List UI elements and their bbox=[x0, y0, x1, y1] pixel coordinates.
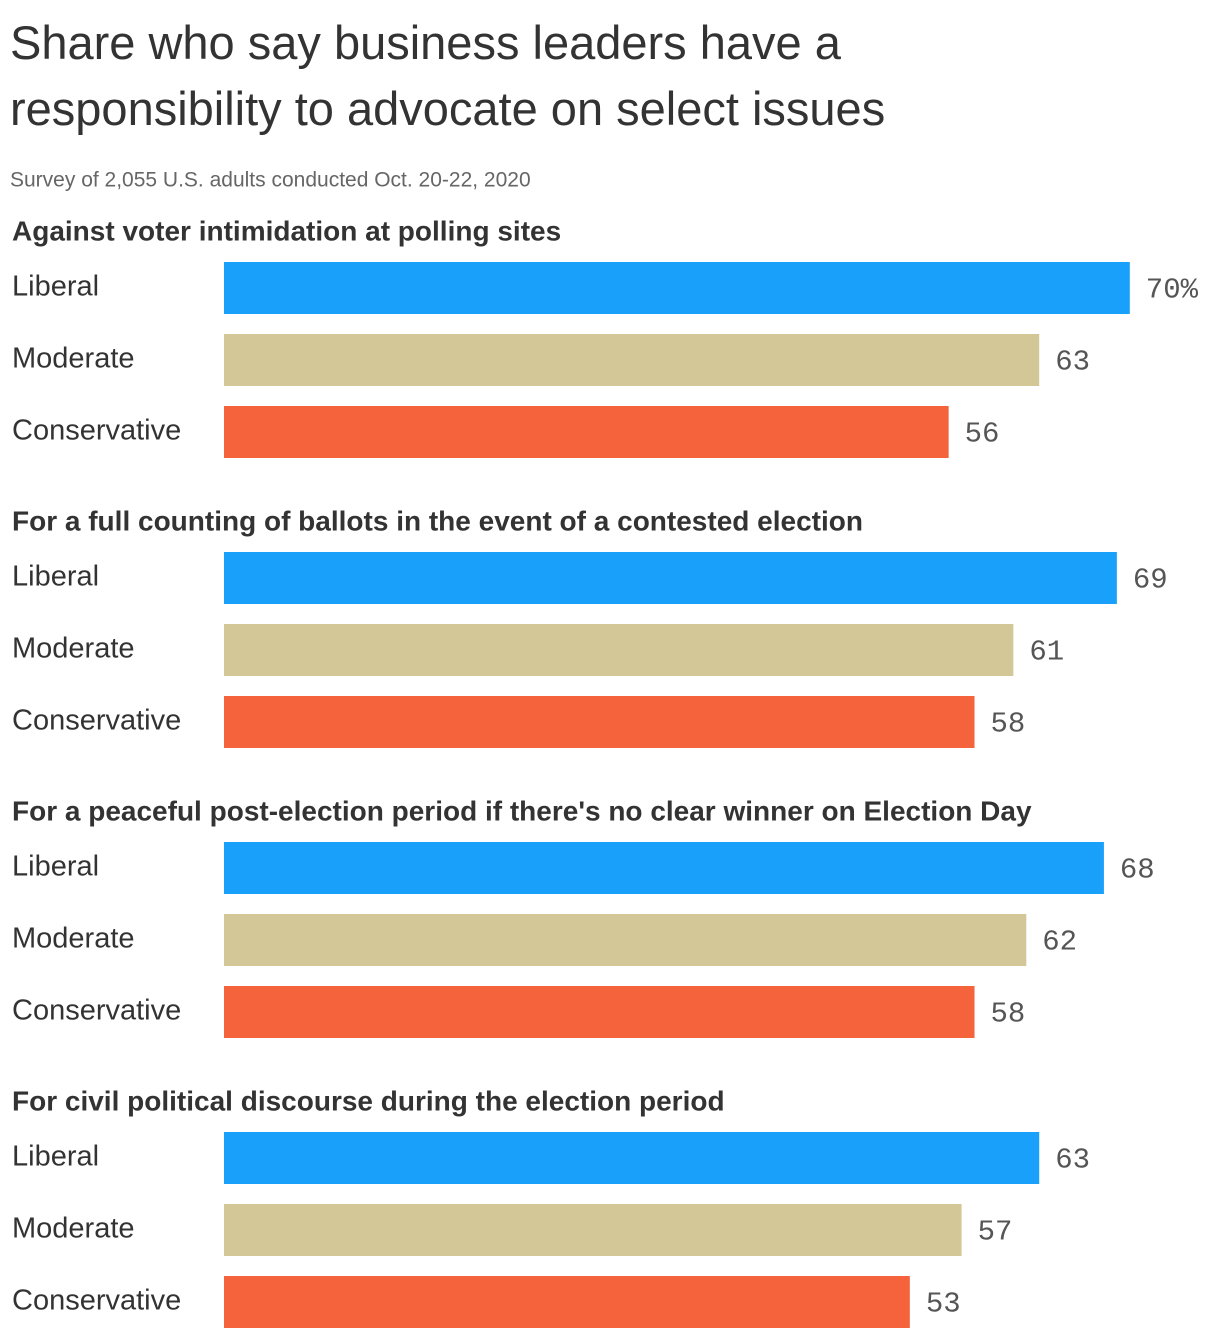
category-label: Liberal bbox=[12, 1141, 99, 1173]
bar bbox=[224, 334, 1040, 386]
bar bbox=[224, 842, 1104, 894]
value-label: 63 bbox=[1055, 1144, 1090, 1177]
value-label: 70% bbox=[1146, 274, 1199, 307]
bar bbox=[224, 262, 1130, 314]
bar bbox=[224, 624, 1014, 676]
category-label: Liberal bbox=[12, 271, 99, 303]
panel-title: For a peaceful post-election period if t… bbox=[12, 795, 1032, 826]
bar bbox=[224, 986, 975, 1038]
category-label: Moderate bbox=[12, 343, 135, 375]
value-label: 58 bbox=[991, 708, 1026, 741]
category-label: Moderate bbox=[12, 1213, 135, 1245]
category-label: Conservative bbox=[12, 415, 181, 447]
category-label: Conservative bbox=[12, 705, 181, 737]
value-label: 62 bbox=[1042, 926, 1077, 959]
value-label: 56 bbox=[965, 418, 1000, 451]
bar bbox=[224, 696, 975, 748]
bar bbox=[224, 914, 1027, 966]
value-label: 53 bbox=[926, 1288, 961, 1321]
bar bbox=[224, 406, 949, 458]
chart-title: Share who say business leaders have a re… bbox=[10, 16, 886, 135]
category-label: Moderate bbox=[12, 923, 135, 955]
value-label: 69 bbox=[1133, 564, 1168, 597]
bar bbox=[224, 1276, 910, 1328]
bar bbox=[224, 1132, 1040, 1184]
value-label: 58 bbox=[991, 998, 1026, 1031]
category-label: Liberal bbox=[12, 561, 99, 593]
bar bbox=[224, 1204, 962, 1256]
panel-title: For a full counting of ballots in the ev… bbox=[12, 505, 863, 536]
category-label: Conservative bbox=[12, 1285, 181, 1317]
value-label: 61 bbox=[1029, 636, 1064, 669]
value-label: 68 bbox=[1120, 854, 1155, 887]
category-label: Moderate bbox=[12, 633, 135, 665]
category-label: Liberal bbox=[12, 851, 99, 883]
value-label: 57 bbox=[978, 1216, 1013, 1249]
bar bbox=[224, 552, 1117, 604]
subtitle: Survey of 2,055 U.S. adults conducted Oc… bbox=[10, 169, 531, 192]
panel-title: Against voter intimidation at polling si… bbox=[12, 215, 561, 246]
value-label: 63 bbox=[1055, 346, 1090, 379]
panel-title: For civil political discourse during the… bbox=[12, 1085, 725, 1116]
category-label: Conservative bbox=[12, 995, 181, 1027]
